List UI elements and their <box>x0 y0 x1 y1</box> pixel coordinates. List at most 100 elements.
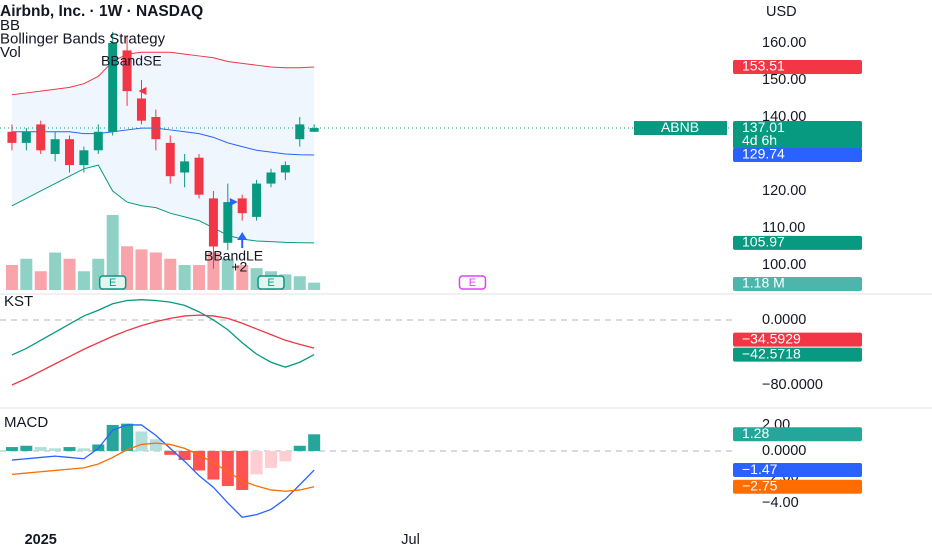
y-tick-label: −80.0000 <box>762 377 823 393</box>
volume-bar <box>63 258 76 290</box>
volume-bar <box>34 271 47 290</box>
volume-bar <box>149 252 162 290</box>
volume-bar <box>193 265 206 290</box>
value-badge-label: 129.74 <box>742 146 785 162</box>
indicator-line <box>11 424 315 518</box>
annotation: +2 <box>231 259 247 275</box>
y-tick-label: 110.00 <box>762 220 805 236</box>
histogram-bar <box>63 447 76 451</box>
candle-body <box>295 124 305 140</box>
chart-title: Airbnb, Inc. · 1W · NASDAQ <box>0 3 203 20</box>
value-badge <box>733 463 862 478</box>
candle-body <box>165 142 175 177</box>
candle-body <box>194 157 204 195</box>
y-tick-label: 150.00 <box>762 72 806 88</box>
pane-title: MACD <box>4 414 48 431</box>
histogram-bar <box>121 423 134 451</box>
volume-bar <box>236 265 249 290</box>
value-badge-label: 153.51 <box>742 58 785 74</box>
short-arrow <box>123 66 132 80</box>
value-badge-label: 105.97 <box>742 234 785 250</box>
band-line <box>11 127 315 156</box>
value-badge-label: −34.5929 <box>742 330 801 346</box>
volume-bar <box>77 271 90 290</box>
indicator-label: Bollinger Bands Strategy <box>0 30 166 47</box>
y-tick-label: 100.00 <box>762 257 806 273</box>
indicator-line <box>11 299 315 368</box>
volume-bar <box>207 252 220 290</box>
value-badge <box>733 235 862 250</box>
x-tick-label: Jul <box>401 532 420 548</box>
candle-body <box>136 98 146 121</box>
candle-body <box>65 139 75 166</box>
pane-title: KST <box>4 293 33 310</box>
earnings-marker: E <box>458 275 487 290</box>
y-tick-label: 0.0000 <box>762 443 806 459</box>
volume-bar <box>293 276 306 290</box>
symbol-label: ABNB <box>661 119 699 135</box>
candle-body <box>50 139 60 154</box>
earnings-label: E <box>469 277 476 289</box>
histogram-bar <box>308 434 321 451</box>
indicator-label: Vol <box>0 44 21 61</box>
histogram-bar <box>135 431 148 451</box>
candle-body <box>36 124 46 151</box>
earnings-box <box>98 275 127 290</box>
y-tick-label: 160.00 <box>762 35 806 51</box>
candle-body <box>151 116 161 140</box>
earnings-box <box>257 275 285 290</box>
volume-bar <box>135 249 148 290</box>
value-badge <box>733 277 862 291</box>
histogram-bar <box>164 450 177 455</box>
volume-bar <box>308 282 321 290</box>
band-fill <box>11 52 315 243</box>
candle-body <box>223 202 233 243</box>
candle-body <box>180 161 190 173</box>
volume-bar <box>221 258 234 290</box>
currency-label: USD <box>766 4 797 20</box>
value-badge-label: 1.18 M <box>742 275 785 291</box>
earnings-label: E <box>109 277 116 289</box>
candle-body <box>266 172 276 184</box>
earnings-label: E <box>267 277 274 289</box>
band-line <box>11 51 315 96</box>
earnings-box <box>458 275 487 290</box>
value-badge <box>733 147 862 162</box>
histogram-bar <box>207 450 220 480</box>
long-flag <box>229 198 238 206</box>
histogram-bar <box>106 424 119 451</box>
candle-body <box>309 128 319 132</box>
histogram-bar <box>20 445 33 451</box>
volume-bar <box>250 268 263 290</box>
volume-bar <box>20 258 33 290</box>
long-arrow <box>237 232 248 248</box>
y-tick-label: 120.00 <box>762 183 806 199</box>
earnings-marker: E <box>257 275 285 290</box>
candle-body <box>280 165 290 173</box>
candle-body <box>7 131 17 143</box>
candle-body <box>93 131 103 151</box>
histogram-bar <box>236 450 249 490</box>
volume-bar <box>178 265 191 290</box>
candle-body <box>79 150 89 166</box>
indicator-label: BB <box>0 17 20 34</box>
candle-body <box>108 42 118 132</box>
earnings-marker: E <box>98 275 127 290</box>
histogram-bar <box>264 450 277 468</box>
histogram-bar <box>34 447 47 451</box>
value-badge <box>733 479 862 494</box>
volume-bar <box>5 265 18 290</box>
histogram-bar <box>250 450 263 475</box>
candle-body <box>21 131 31 143</box>
histogram-bar <box>49 448 62 451</box>
band-line <box>11 164 315 244</box>
value-badge <box>733 347 862 362</box>
value-badge-label: −1.47 <box>742 461 778 477</box>
histogram-bar <box>149 439 162 451</box>
candle-body <box>237 198 247 214</box>
value-badge <box>733 60 862 75</box>
histogram-bar <box>178 450 191 461</box>
candle-body <box>252 183 262 217</box>
volume-bar <box>49 252 62 290</box>
